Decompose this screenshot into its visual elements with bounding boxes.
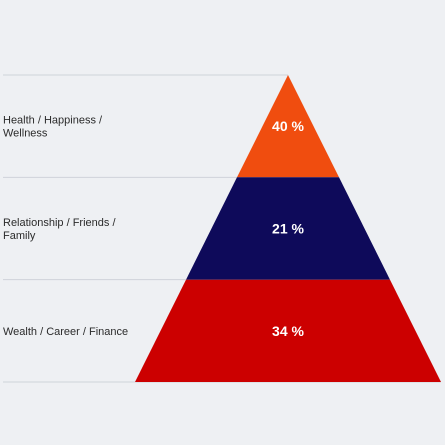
pyramid-category-label: Health / Happiness / Wellness <box>3 115 103 140</box>
pyramid-category-label: Wealth / Career / Finance <box>3 326 128 338</box>
pyramid-level-3 <box>135 279 441 382</box>
pyramid-value-label: 40 % <box>272 118 304 134</box>
pyramid-category-label: Relationship / Friends / Family <box>3 217 116 242</box>
pyramid-value-label: 21 % <box>272 221 304 237</box>
pyramid-level-1 <box>237 75 339 178</box>
pyramid-value-label: 34 % <box>272 323 304 339</box>
pyramid-level-2 <box>186 177 390 280</box>
